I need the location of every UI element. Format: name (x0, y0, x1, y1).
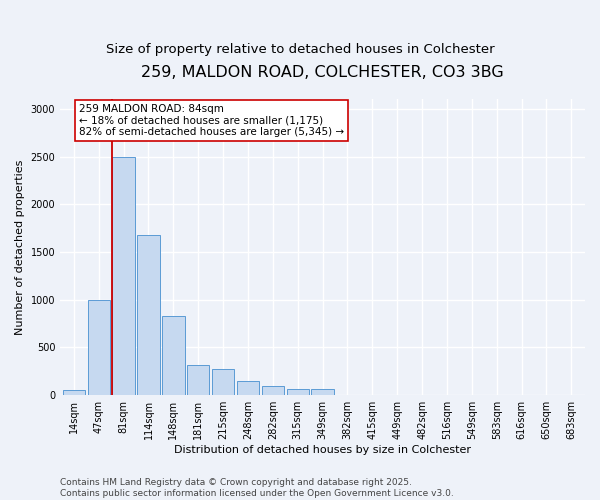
Bar (112, 156, 135, 395)
X-axis label: Distribution of detached houses by size in Colchester: Distribution of detached houses by size … (174, 445, 471, 455)
Bar (62, 390, 85, 395)
Bar (287, 389, 309, 395)
Bar (88, 300, 110, 395)
Bar (262, 386, 284, 395)
Y-axis label: Number of detached properties: Number of detached properties (15, 160, 25, 335)
Title: 259, MALDON ROAD, COLCHESTER, CO3 3BG: 259, MALDON ROAD, COLCHESTER, CO3 3BG (141, 65, 504, 80)
Text: Contains HM Land Registry data © Crown copyright and database right 2025.
Contai: Contains HM Land Registry data © Crown c… (60, 478, 454, 498)
Bar (162, 316, 185, 395)
Bar (212, 370, 234, 395)
Bar (311, 390, 334, 395)
Bar (137, 235, 160, 395)
Text: Size of property relative to detached houses in Colchester: Size of property relative to detached ho… (106, 42, 494, 56)
Text: 259 MALDON ROAD: 84sqm
← 18% of detached houses are smaller (1,175)
82% of semi-: 259 MALDON ROAD: 84sqm ← 18% of detached… (79, 104, 344, 137)
Bar (237, 382, 259, 395)
Bar (187, 364, 209, 395)
